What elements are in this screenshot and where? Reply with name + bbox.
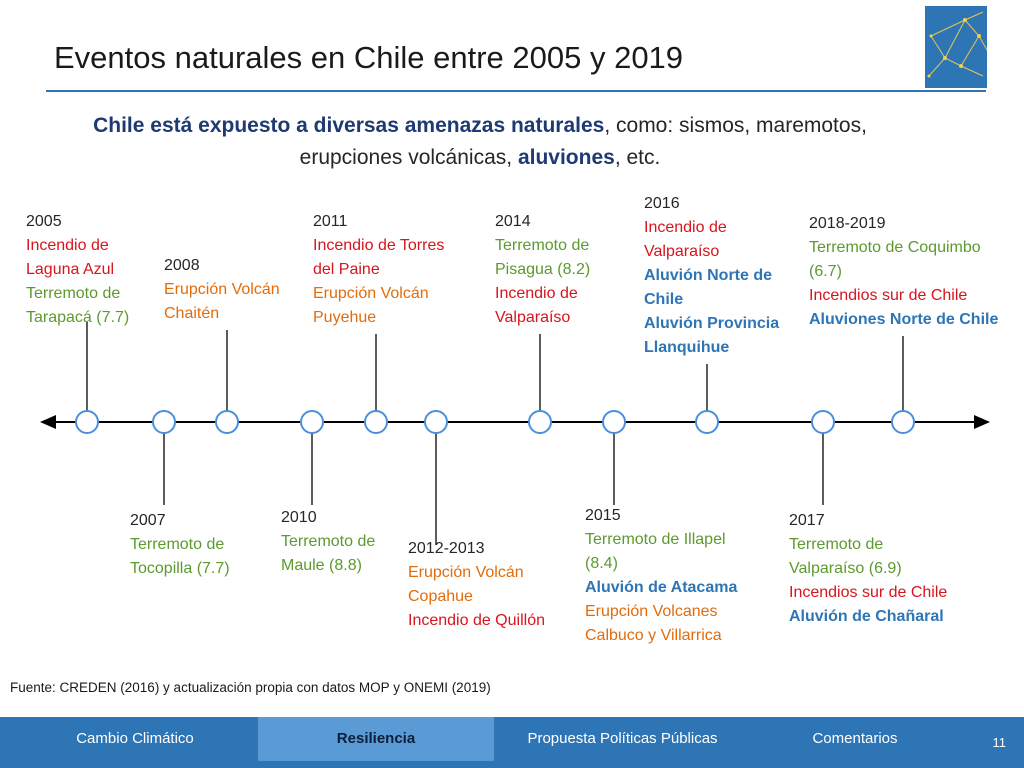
event-description: Terremoto de Illapel bbox=[585, 531, 726, 548]
page-number: 11 bbox=[992, 735, 1007, 750]
timeline-event-top: 2016 Incendio de Valparaíso Aluvión Norte d… bbox=[644, 192, 779, 360]
intro-text: Chile está expuesto a diversas amenazas … bbox=[40, 110, 920, 174]
event-description: Incendio de bbox=[26, 237, 109, 254]
timeline-event-bottom: 2017 Terremoto de Valparaíso (6.9) Incendio… bbox=[789, 509, 947, 629]
event-description: Aluviones Norte de Chile bbox=[809, 311, 999, 328]
event-year: 2015 bbox=[585, 507, 621, 524]
event-description: (8.4) bbox=[585, 555, 618, 572]
nav-tab-comentarios[interactable]: Comentarios bbox=[812, 730, 898, 747]
event-description: Laguna Azul bbox=[26, 261, 115, 278]
intro-bold-phrase: Chile está expuesto a diversas amenazas … bbox=[93, 114, 605, 137]
timeline-event-bottom: 2010 Terremoto de Maule (8.8) bbox=[281, 506, 375, 578]
nav-tab-resiliencia[interactable]: Resiliencia bbox=[258, 717, 494, 761]
timeline-event-bottom: 2007 Terremoto de Tocopilla (7.7) bbox=[130, 509, 230, 581]
event-description: Tarapacá (7.7) bbox=[26, 309, 130, 326]
timeline-node bbox=[602, 410, 626, 434]
event-description: Terremoto de bbox=[789, 536, 884, 553]
network-logo-icon bbox=[925, 6, 987, 88]
event-description: Terremoto de bbox=[26, 285, 121, 302]
event-description: Pisagua (8.2) bbox=[495, 261, 591, 278]
timeline-event-top: 2005 Incendio de Laguna Azul Terremoto de Ta… bbox=[26, 210, 129, 330]
event-year: 2016 bbox=[644, 195, 680, 212]
event-year: 2018-2019 bbox=[809, 215, 886, 232]
timeline-node bbox=[695, 410, 719, 434]
event-description: Aluvión de Chañaral bbox=[789, 608, 944, 625]
event-year: 2008 bbox=[164, 257, 200, 274]
timeline-event-bottom: 2015 Terremoto de Illapel (8.4) Aluvión de … bbox=[585, 504, 737, 648]
event-description: Incendio de bbox=[495, 285, 578, 302]
event-description: Copahue bbox=[408, 588, 473, 605]
timeline-node bbox=[215, 410, 239, 434]
title-divider bbox=[46, 90, 986, 92]
event-description: Maule (8.8) bbox=[281, 557, 362, 574]
event-description: Aluvión Norte de bbox=[644, 267, 773, 284]
timeline-node bbox=[75, 410, 99, 434]
timeline-event-bottom: 2012-2013 Erupción Volcán Copahue Incendio … bbox=[408, 537, 545, 633]
event-description: Chile bbox=[644, 291, 684, 308]
timeline-event-top: 2018-2019 Terremoto de Coquimbo (6.7) Incen… bbox=[809, 212, 998, 332]
event-description: del Paine bbox=[313, 261, 380, 278]
arrow-right-icon bbox=[974, 415, 990, 429]
page-title: Eventos naturales en Chile entre 2005 y … bbox=[54, 40, 684, 75]
event-year: 2012-2013 bbox=[408, 540, 485, 557]
event-description: Terremoto de bbox=[130, 536, 225, 553]
intro-bold-phrase-2: aluviones bbox=[517, 146, 615, 169]
event-description: Incendio de Torres bbox=[313, 237, 445, 254]
event-description: Incendios sur de Chile bbox=[809, 287, 968, 304]
source-note: Fuente: CREDEN (2016) y actualización pr… bbox=[10, 680, 491, 695]
event-description: Valparaíso bbox=[644, 243, 720, 260]
event-description: Terremoto de bbox=[281, 533, 376, 550]
timeline-event-top: 2011 Incendio de Torres del Paine Erupción … bbox=[313, 210, 444, 330]
event-description: Incendio de bbox=[644, 219, 727, 236]
event-description: Erupción Volcán bbox=[164, 281, 280, 298]
event-description: Terremoto de bbox=[495, 237, 590, 254]
intro-phrase: , como: sismos, maremotos, bbox=[604, 114, 867, 137]
event-description: (6.7) bbox=[809, 263, 842, 280]
event-year: 2011 bbox=[313, 213, 348, 230]
timeline-event-top: 2008 Erupción Volcán Chaitén bbox=[164, 254, 280, 326]
event-description: Aluvión Provincia bbox=[644, 315, 780, 332]
event-description: Erupción Volcán bbox=[408, 564, 524, 581]
intro-phrase-2: erupciones volcánicas, bbox=[299, 146, 518, 169]
event-description: Erupción Volcán bbox=[313, 285, 429, 302]
arrow-left-icon bbox=[40, 415, 56, 429]
event-description: Llanquihue bbox=[644, 339, 730, 356]
nav-tab-propuesta-politicas[interactable]: Propuesta Políticas Públicas bbox=[527, 730, 718, 747]
event-description: Incendio de Quillón bbox=[408, 612, 545, 629]
event-year: 2007 bbox=[130, 512, 166, 529]
event-description: Terremoto de Coquimbo bbox=[809, 239, 981, 256]
event-description: Aluvión de Atacama bbox=[585, 579, 738, 596]
event-description: Erupción Volcanes bbox=[585, 603, 718, 620]
event-year: 2010 bbox=[281, 509, 317, 526]
event-description: Tocopilla (7.7) bbox=[130, 560, 230, 577]
timeline-node bbox=[528, 410, 552, 434]
timeline-node bbox=[152, 410, 176, 434]
timeline-event-top: 2014 Terremoto de Pisagua (8.2) Incendio de… bbox=[495, 210, 590, 330]
bottom-nav-bar: Cambio Climático Resiliencia Propuesta P… bbox=[0, 717, 1024, 768]
event-description: Valparaíso bbox=[495, 309, 571, 326]
intro-phrase-3: , etc. bbox=[614, 146, 661, 169]
event-description: Chaitén bbox=[164, 305, 220, 322]
event-year: 2014 bbox=[495, 213, 531, 230]
timeline-node bbox=[364, 410, 388, 434]
event-description: Incendios sur de Chile bbox=[789, 584, 948, 601]
event-year: 2005 bbox=[26, 213, 62, 230]
event-description: Puyehue bbox=[313, 309, 377, 326]
timeline-node bbox=[891, 410, 915, 434]
nav-tab-cambio-climatico[interactable]: Cambio Climático bbox=[76, 730, 194, 747]
event-year: 2017 bbox=[789, 512, 825, 529]
event-description: Valparaíso (6.9) bbox=[789, 560, 902, 577]
event-description: Calbuco y Villarrica bbox=[585, 627, 722, 644]
timeline-node bbox=[300, 410, 324, 434]
timeline-node bbox=[811, 410, 835, 434]
timeline-node bbox=[424, 410, 448, 434]
